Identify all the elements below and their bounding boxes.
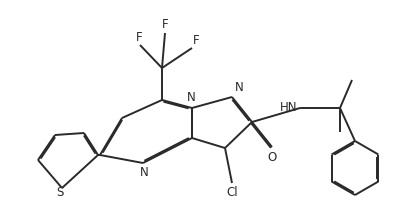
Text: Cl: Cl: [226, 186, 238, 199]
Text: HN: HN: [280, 100, 297, 114]
Text: N: N: [187, 91, 196, 104]
Text: F: F: [162, 18, 168, 31]
Text: N: N: [235, 81, 244, 94]
Text: S: S: [56, 186, 64, 199]
Text: F: F: [193, 34, 200, 47]
Text: N: N: [140, 166, 149, 179]
Text: O: O: [268, 151, 277, 164]
Text: F: F: [136, 31, 142, 44]
